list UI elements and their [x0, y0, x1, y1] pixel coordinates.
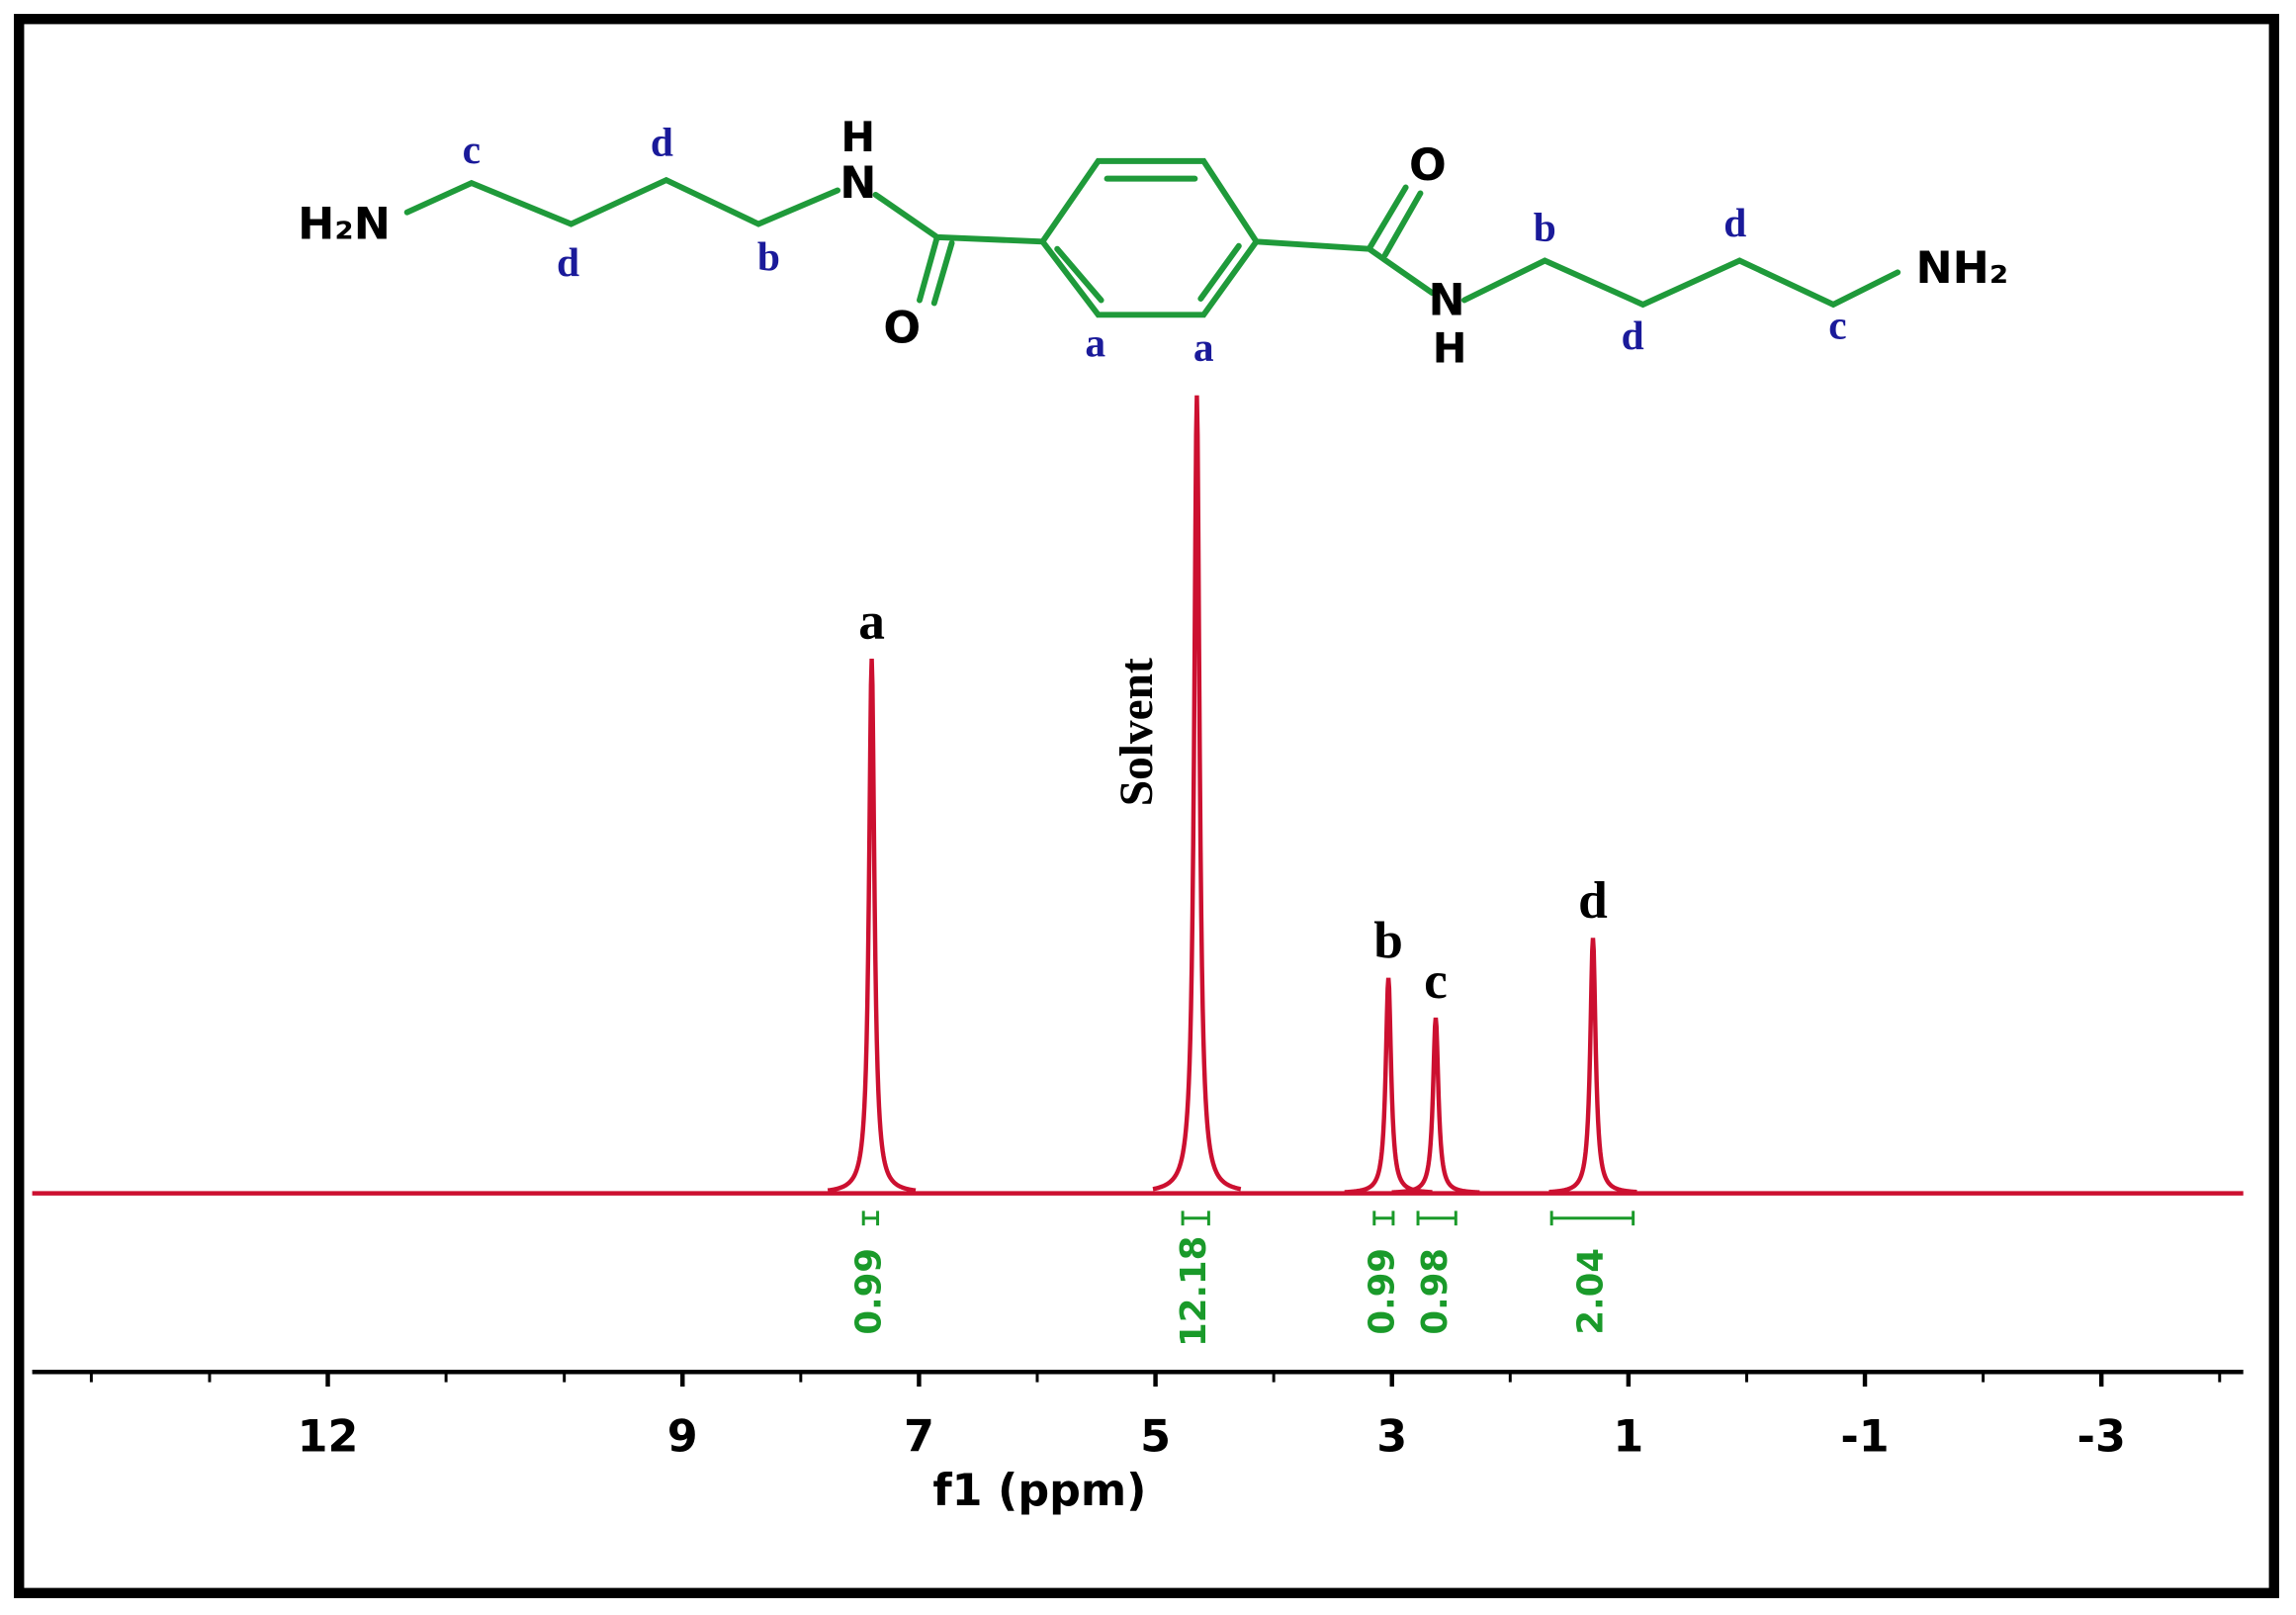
x-tick-label: 12: [298, 1411, 359, 1462]
peak-label: Solvent: [1111, 658, 1163, 806]
x-tick-label: -1: [1840, 1411, 1889, 1462]
peak: [1391, 1017, 1480, 1195]
molecule: H₂N H N O O N H NH₂: [298, 114, 2008, 372]
position-label: d: [557, 239, 579, 285]
atom: N: [839, 158, 876, 209]
integral-bracket: [1372, 1211, 1395, 1226]
peak-label: a: [858, 592, 885, 651]
integral-label: 0.99: [848, 1248, 889, 1335]
integral-bracket: [861, 1211, 880, 1226]
ring: [1038, 157, 1261, 318]
atom: N: [1429, 275, 1465, 325]
atom: O: [883, 304, 921, 354]
x-tick-label: -3: [2077, 1411, 2126, 1462]
position-label: c: [463, 127, 481, 172]
position-label: b: [1534, 204, 1556, 249]
position-label: c: [1828, 303, 1846, 348]
integral-label: 12.18: [1174, 1236, 1214, 1347]
position-label: d: [1622, 313, 1644, 358]
position-label: a: [1193, 324, 1214, 370]
integral-label: 2.04: [1570, 1248, 1611, 1335]
integral-bracket: [1416, 1211, 1457, 1226]
peak: [1344, 977, 1433, 1195]
atom: H₂N: [298, 199, 391, 249]
position-label: a: [1085, 319, 1105, 365]
atom: NH₂: [1915, 243, 2008, 294]
position-label: d: [1723, 200, 1746, 245]
atom: H: [840, 114, 875, 161]
figure-border: [14, 14, 2279, 1598]
atom: O: [1409, 140, 1447, 191]
x-tick-label: 5: [1140, 1411, 1171, 1462]
atom: H: [1433, 324, 1467, 372]
bond: [872, 191, 1046, 307]
peak-label: b: [1373, 911, 1403, 969]
x-tick-label: 1: [1613, 1411, 1643, 1462]
peak: [1548, 938, 1637, 1195]
x-tick-label: 7: [904, 1411, 934, 1462]
bond: [1253, 184, 1901, 309]
position-label: d: [651, 120, 673, 165]
integral-label: 0.98: [1415, 1248, 1456, 1335]
peak: [827, 658, 917, 1193]
bond: [403, 176, 841, 227]
peak-label: d: [1578, 871, 1608, 930]
x-tick-label: 9: [667, 1411, 698, 1462]
peak-label: c: [1424, 951, 1448, 1010]
x-axis-label: f1 (ppm): [932, 1466, 1146, 1516]
integral-label: 0.99: [1362, 1248, 1402, 1335]
integral-bracket: [1181, 1211, 1210, 1226]
x-tick-label: 3: [1376, 1411, 1407, 1462]
peak: [1152, 395, 1242, 1192]
integral-bracket: [1549, 1211, 1635, 1226]
position-label: b: [757, 233, 780, 279]
